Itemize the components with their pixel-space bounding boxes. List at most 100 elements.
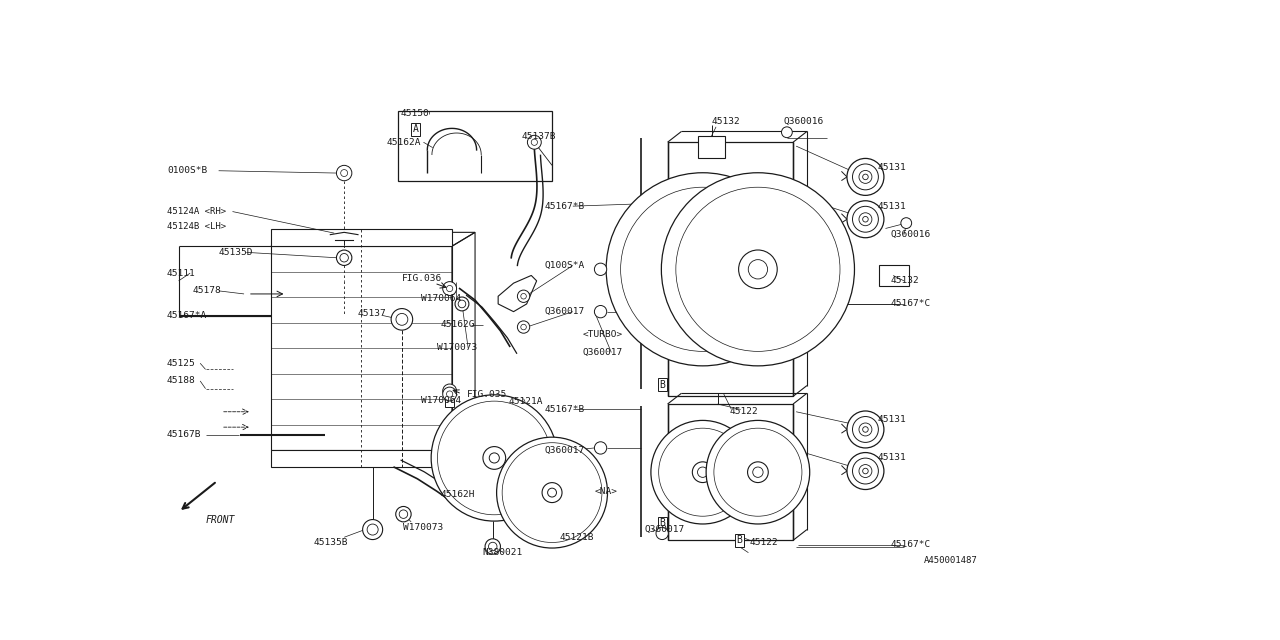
Text: W170073: W170073	[403, 523, 444, 532]
Circle shape	[662, 173, 855, 366]
Bar	[699, 136, 726, 157]
Text: 45121B: 45121B	[559, 532, 594, 541]
Circle shape	[443, 387, 457, 401]
Bar	[271, 451, 452, 467]
Text: Q100S*A: Q100S*A	[544, 261, 585, 270]
Circle shape	[337, 250, 352, 266]
Text: N380021: N380021	[483, 548, 524, 557]
Text: B: B	[659, 380, 666, 390]
Circle shape	[485, 539, 500, 554]
Circle shape	[531, 139, 538, 145]
Circle shape	[692, 260, 713, 279]
Circle shape	[489, 453, 499, 463]
Text: 45167*B: 45167*B	[544, 202, 585, 211]
Circle shape	[541, 483, 562, 502]
Text: 45167*C: 45167*C	[891, 540, 931, 550]
Circle shape	[863, 427, 868, 432]
Circle shape	[659, 428, 746, 516]
Circle shape	[362, 520, 383, 540]
Circle shape	[396, 314, 408, 325]
Text: 45122: 45122	[750, 538, 778, 547]
Circle shape	[594, 263, 607, 275]
Circle shape	[521, 294, 526, 299]
Text: Q360017: Q360017	[644, 525, 685, 534]
Bar	[668, 404, 794, 540]
Circle shape	[497, 437, 608, 548]
Circle shape	[901, 218, 911, 228]
Text: 45167B: 45167B	[168, 430, 201, 439]
Circle shape	[859, 465, 872, 477]
Text: 45162A: 45162A	[387, 138, 421, 147]
Text: FIG.035: FIG.035	[467, 390, 508, 399]
Text: 45167*A: 45167*A	[168, 311, 207, 320]
Text: W170064: W170064	[421, 294, 461, 303]
Circle shape	[847, 452, 884, 490]
Circle shape	[748, 462, 768, 483]
Text: B: B	[736, 535, 742, 545]
Circle shape	[392, 308, 412, 330]
Circle shape	[652, 420, 754, 524]
Circle shape	[443, 384, 457, 398]
Text: 45137B: 45137B	[521, 132, 556, 141]
Circle shape	[692, 462, 713, 483]
Text: B: B	[659, 518, 666, 529]
Circle shape	[438, 401, 552, 515]
Circle shape	[684, 250, 722, 289]
Circle shape	[676, 188, 840, 351]
Text: 45132: 45132	[891, 276, 919, 285]
Circle shape	[749, 260, 768, 279]
Text: Q360016: Q360016	[891, 230, 931, 239]
Bar	[668, 142, 794, 396]
Circle shape	[548, 488, 557, 497]
Text: Q360017: Q360017	[544, 307, 585, 316]
Circle shape	[753, 467, 763, 477]
Text: 45111: 45111	[168, 269, 196, 278]
Circle shape	[489, 542, 497, 551]
Text: A450001487: A450001487	[924, 556, 978, 565]
Text: W170064: W170064	[421, 396, 461, 404]
Bar	[398, 111, 552, 180]
Text: 45131: 45131	[878, 415, 906, 424]
Circle shape	[852, 164, 878, 190]
Text: 0100S*B: 0100S*B	[168, 166, 207, 175]
Circle shape	[443, 282, 457, 296]
Circle shape	[863, 174, 868, 180]
Circle shape	[707, 420, 810, 524]
Bar	[271, 229, 452, 246]
Text: 45125: 45125	[168, 359, 196, 368]
Text: 45137: 45137	[357, 310, 387, 319]
Circle shape	[863, 216, 868, 222]
Circle shape	[527, 135, 541, 149]
Circle shape	[714, 428, 803, 516]
Circle shape	[517, 321, 530, 333]
Circle shape	[594, 442, 607, 454]
Circle shape	[698, 467, 708, 477]
Text: 45131: 45131	[878, 202, 906, 211]
Circle shape	[502, 443, 602, 543]
Circle shape	[852, 458, 878, 484]
Circle shape	[863, 468, 868, 474]
Text: 45132: 45132	[712, 117, 740, 126]
Text: FIG.036: FIG.036	[402, 274, 442, 283]
Circle shape	[859, 170, 872, 184]
Circle shape	[607, 173, 799, 366]
Circle shape	[521, 324, 526, 330]
Circle shape	[847, 411, 884, 448]
Text: 45124A <RH>: 45124A <RH>	[168, 207, 227, 216]
Circle shape	[657, 527, 668, 540]
Text: A: A	[447, 395, 453, 405]
Circle shape	[594, 305, 607, 318]
Text: Q360017: Q360017	[582, 348, 623, 357]
Circle shape	[447, 388, 453, 394]
Text: A: A	[413, 124, 419, 134]
Text: W170073: W170073	[436, 343, 476, 353]
Text: 45188: 45188	[168, 376, 196, 385]
Circle shape	[483, 447, 506, 469]
Text: Q360017: Q360017	[544, 445, 585, 455]
Circle shape	[847, 201, 884, 237]
Circle shape	[859, 423, 872, 436]
Circle shape	[340, 253, 348, 262]
Circle shape	[852, 417, 878, 442]
Text: <NA>: <NA>	[594, 486, 617, 495]
Circle shape	[447, 391, 453, 397]
